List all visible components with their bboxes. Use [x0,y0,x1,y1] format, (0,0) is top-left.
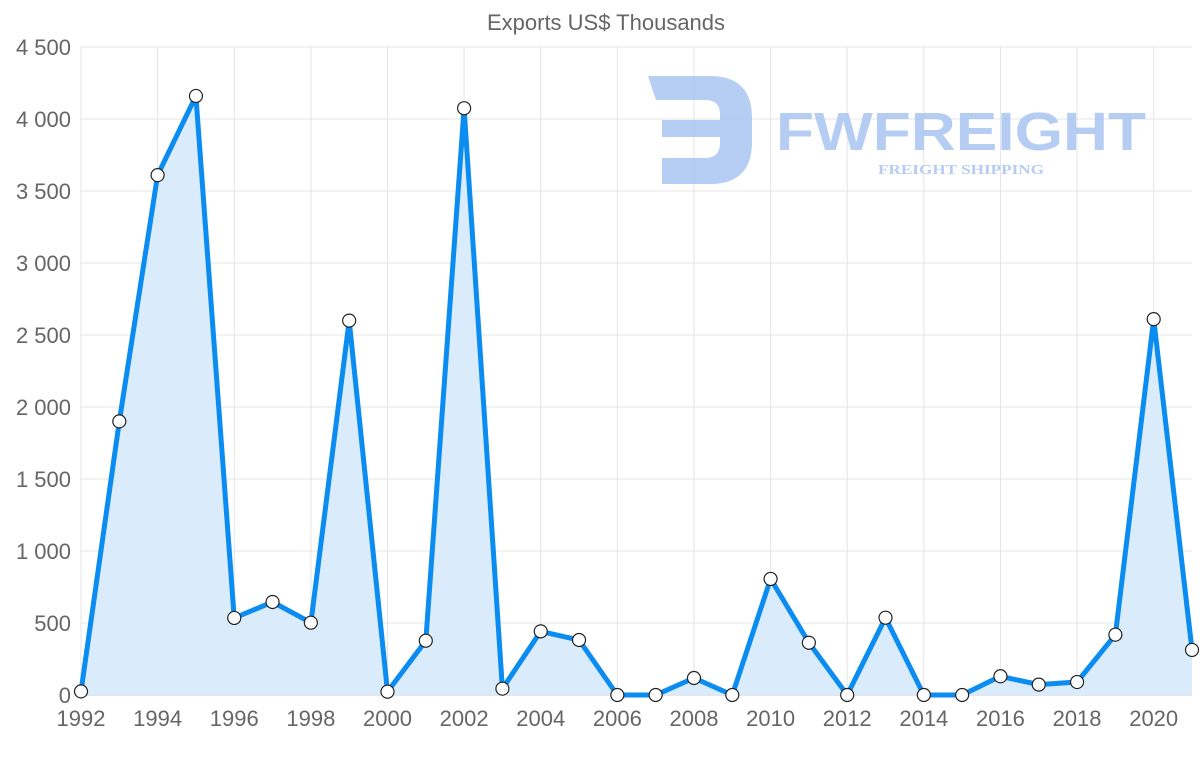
data-point [227,610,242,626]
y-tick-label: 500 [34,611,71,636]
data-point [725,687,740,703]
y-tick-label: 3 500 [16,179,71,204]
x-tick-label: 1994 [133,706,182,731]
y-tick-label: 2 000 [16,395,71,420]
y-tick-label: 4 500 [16,35,71,60]
data-point [610,687,625,703]
data-point [1108,627,1123,642]
data-point [112,414,127,429]
data-point [150,168,165,183]
data-point [418,633,433,648]
data-point [265,594,280,610]
x-tick-label: 2010 [746,706,795,731]
data-point [840,687,855,703]
data-point [1184,642,1200,658]
x-tick-label: 1998 [286,706,335,731]
data-point [763,571,778,587]
y-tick-label: 2 500 [16,323,71,348]
data-point [801,635,816,650]
data-point [495,681,510,696]
x-tick-label: 2020 [1129,706,1178,731]
y-tick-label: 4 000 [16,107,71,132]
y-tick-label: 0 [59,683,71,708]
series-line [78,93,1195,698]
x-tick-label: 2008 [669,706,718,731]
logo-mark-icon [648,76,752,184]
data-point [457,101,472,116]
data-point [955,687,970,703]
fwfreight-logo-watermark: FWFREIGHT FREIGHT SHIPPING [648,76,1146,184]
x-tick-label: 2000 [363,706,412,731]
data-point [993,669,1008,684]
x-tick-label: 2002 [440,706,489,731]
series-area-fill [81,96,1192,695]
data-point [188,88,204,104]
data-point [303,615,318,630]
x-tick-label: 2016 [976,706,1025,731]
y-tick-label: 3 000 [16,251,71,276]
data-point [380,684,395,699]
x-tick-label: 2018 [1053,706,1102,731]
data-point [533,624,548,639]
y-tick-label: 1 000 [16,539,71,564]
data-point [916,687,931,703]
watermark-tagline: FREIGHT SHIPPING [878,163,1044,178]
x-tick-label: 1992 [57,706,106,731]
data-point [878,610,893,625]
x-tick-label: 2004 [516,706,565,731]
data-point [571,632,587,648]
data-point [1031,677,1046,692]
x-tick-label: 2006 [593,706,642,731]
data-point [342,313,357,328]
data-point [73,684,89,699]
x-tick-label: 1996 [210,706,259,731]
watermark-brand: FWFREIGHT [776,102,1146,162]
data-point [1146,312,1161,327]
y-tick-label: 1 500 [16,467,71,492]
x-tick-label: 2014 [899,706,948,731]
data-point [648,687,663,703]
data-point [686,670,702,686]
chart-title: Exports US$ Thousands [487,10,725,35]
x-tick-label: 2012 [823,706,872,731]
data-point [1069,674,1085,690]
